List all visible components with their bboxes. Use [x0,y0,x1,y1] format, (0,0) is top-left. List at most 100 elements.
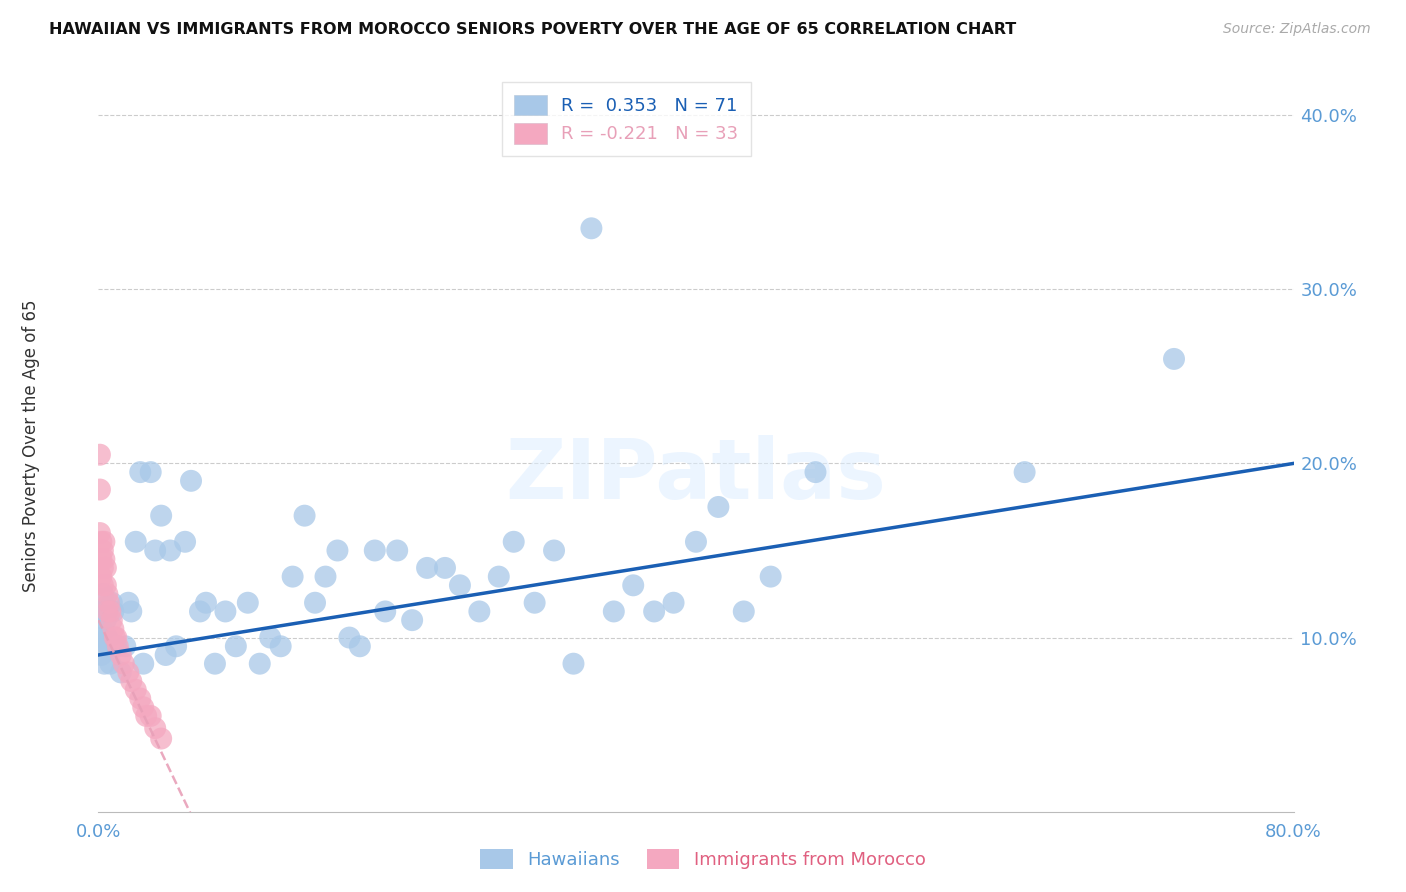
Point [125,682,148,697]
Point [91,543,114,558]
Point [90,622,112,636]
Point [180,474,202,488]
Point [125,534,148,549]
Point [139,709,162,723]
Point [98,604,122,618]
Point [804,465,827,479]
Point [101,596,124,610]
Point [643,604,665,618]
Text: Source: ZipAtlas.com: Source: ZipAtlas.com [1223,22,1371,37]
Point [562,657,585,671]
Point [150,508,173,523]
Point [94,640,117,654]
Point [91,631,114,645]
Point [101,613,124,627]
Point [449,578,471,592]
Point [90,552,112,566]
Point [97,640,120,654]
Point [94,578,117,592]
Point [1163,351,1185,366]
Point [733,604,755,618]
Point [91,578,114,592]
Point [315,569,337,583]
Point [259,631,281,645]
Point [89,483,111,497]
Point [93,534,115,549]
Point [135,709,157,723]
Point [132,657,155,671]
Point [112,657,135,671]
Point [281,569,304,583]
Point [90,648,112,662]
Point [89,448,111,462]
Point [96,631,118,645]
Point [93,604,115,618]
Point [93,552,115,566]
Point [523,596,546,610]
Point [581,221,603,235]
Legend: R =  0.353   N = 71, R = -0.221   N = 33: R = 0.353 N = 71, R = -0.221 N = 33 [502,82,751,156]
Point [685,534,707,549]
Point [214,604,236,618]
Point [502,534,524,549]
Point [89,604,111,618]
Point [107,640,129,654]
Point [416,561,439,575]
Point [132,700,155,714]
Point [93,657,115,671]
Point [155,648,177,662]
Point [225,640,247,654]
Point [114,640,136,654]
Point [349,640,371,654]
Point [91,561,114,575]
Point [110,648,132,662]
Point [105,631,128,645]
Point [236,596,259,610]
Point [129,691,152,706]
Point [143,721,166,735]
Point [401,613,423,627]
Point [707,500,730,514]
Text: Seniors Poverty Over the Age of 65: Seniors Poverty Over the Age of 65 [22,300,39,592]
Point [294,508,316,523]
Point [103,604,125,618]
Point [129,465,152,479]
Point [165,640,187,654]
Point [304,596,326,610]
Point [105,640,128,654]
Point [249,657,271,671]
Point [374,604,396,618]
Point [94,613,117,627]
Point [150,731,173,746]
Point [434,561,457,575]
Point [174,534,197,549]
Point [90,569,112,583]
Point [621,578,644,592]
Point [117,665,139,680]
Text: HAWAIIAN VS IMMIGRANTS FROM MOROCCO SENIORS POVERTY OVER THE AGE OF 65 CORRELATI: HAWAIIAN VS IMMIGRANTS FROM MOROCCO SENI… [49,22,1017,37]
Point [1014,465,1036,479]
Point [120,674,142,689]
Point [759,569,782,583]
Point [96,587,118,601]
Point [488,569,510,583]
Legend: Hawaiians, Immigrants from Morocco: Hawaiians, Immigrants from Morocco [471,839,935,879]
Point [104,631,127,645]
Point [159,543,181,558]
Point [204,657,226,671]
Point [194,596,218,610]
Point [543,543,565,558]
Point [603,604,626,618]
Point [188,604,211,618]
Point [385,543,409,558]
Point [139,465,162,479]
Point [90,534,112,549]
Point [468,604,491,618]
Point [270,640,292,654]
Point [662,596,685,610]
Point [98,657,122,671]
Point [326,543,349,558]
Point [97,596,120,610]
Point [110,665,132,680]
Point [89,526,111,541]
